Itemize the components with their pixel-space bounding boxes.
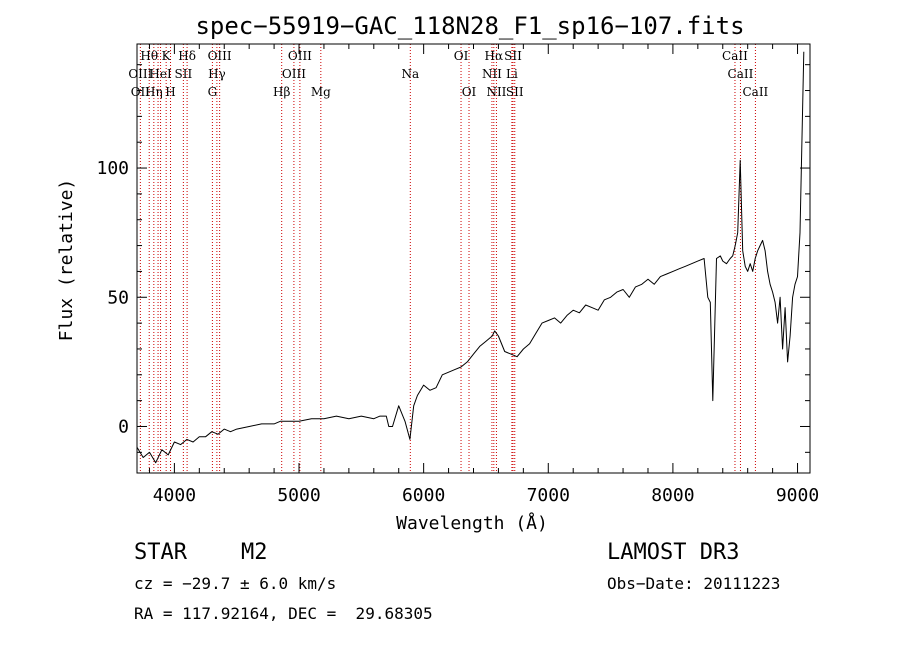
x-axis-ticks: 4000 5000 6000 7000 8000 9000 — [148, 44, 819, 506]
spectrum-line — [136, 51, 805, 464]
line-label: G — [208, 85, 218, 99]
y-axis-label: Flux (relative) — [56, 179, 77, 342]
object-subclass: M2 — [241, 540, 268, 565]
y-tick-label: 0 — [118, 416, 129, 437]
line-label: OI — [454, 49, 469, 63]
line-label: OIII — [288, 49, 312, 63]
x-tick-label: 5000 — [277, 485, 320, 506]
line-label: Hδ — [178, 49, 196, 63]
line-label: NII — [486, 85, 506, 99]
y-tick-label: 100 — [96, 158, 129, 179]
line-label: Na — [401, 67, 419, 81]
y-axis-ticks: 0 50 100 — [96, 64, 810, 453]
line-label: Li — [506, 67, 518, 81]
x-tick-label: 7000 — [527, 485, 570, 506]
line-label: Hγ — [208, 67, 226, 81]
spectrum-series — [136, 51, 805, 464]
reference-lines — [139, 44, 756, 473]
sky-coordinates: RA = 117.92164, DEC = 29.68305 — [134, 604, 433, 623]
line-label: Hη — [145, 85, 163, 99]
line-label: SII — [504, 49, 522, 63]
line-label: OI — [462, 85, 477, 99]
line-label: OII — [131, 85, 151, 99]
line-label: Hθ — [140, 49, 158, 63]
line-label: OIII — [128, 67, 152, 81]
line-label: K — [162, 49, 172, 63]
line-label: Hα — [485, 49, 504, 63]
line-label: CaII — [742, 85, 768, 99]
line-label: OIII — [208, 49, 232, 63]
x-tick-label: 4000 — [153, 485, 196, 506]
line-label: SII — [506, 85, 524, 99]
line-label: CaII — [722, 49, 748, 63]
chart-title: spec−55919−GAC_118N28_F1_sp16−107.fits — [195, 12, 744, 40]
x-tick-label: 9000 — [776, 485, 819, 506]
survey-name: LAMOST DR3 — [607, 540, 739, 565]
line-label: Mg — [311, 85, 331, 99]
line-label: Hβ — [273, 85, 290, 99]
x-axis-label: Wavelength (Å) — [396, 512, 548, 534]
line-label: HeI — [149, 67, 172, 81]
line-label: CaII — [728, 67, 754, 81]
observation-date: Obs−Date: 20111223 — [607, 574, 780, 593]
line-label: H — [165, 85, 175, 99]
line-label: NII — [482, 67, 502, 81]
redshift-velocity: cz = −29.7 ± 6.0 km/s — [134, 574, 336, 593]
x-tick-label: 6000 — [402, 485, 445, 506]
line-label: SII — [175, 67, 193, 81]
plot-frame — [136, 43, 811, 474]
x-tick-label: 8000 — [651, 485, 694, 506]
y-tick-label: 50 — [107, 287, 129, 308]
object-class: STAR — [134, 540, 188, 565]
line-label: OIII — [282, 67, 306, 81]
